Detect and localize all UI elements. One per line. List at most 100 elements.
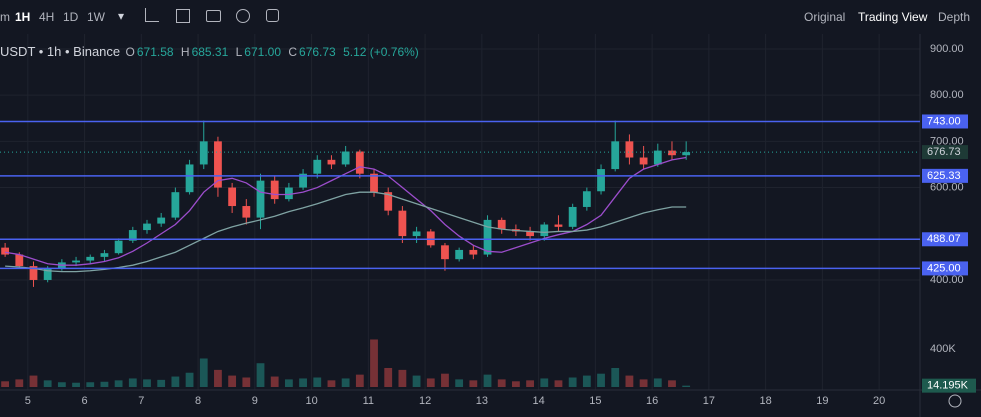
candle-body bbox=[540, 224, 549, 237]
value: 676.73 bbox=[299, 45, 336, 59]
moving-average bbox=[5, 191, 687, 273]
volume-bar bbox=[412, 375, 421, 387]
camera-icon[interactable] bbox=[206, 10, 221, 22]
x-tick-label: 5 bbox=[25, 395, 31, 407]
ohlc: O 671.58 bbox=[126, 45, 176, 59]
volume-bar bbox=[214, 369, 222, 387]
volume-bar bbox=[242, 377, 251, 387]
view-tab[interactable]: Trading View bbox=[858, 10, 928, 24]
candle-body bbox=[171, 192, 180, 218]
legend: USDT • 1h • Binance O 671.58 H 685.31 L 671… bbox=[0, 44, 421, 59]
candle-body bbox=[370, 173, 378, 193]
symbol: USDT • 1h • Binance bbox=[0, 44, 121, 59]
volume-bar bbox=[682, 385, 691, 387]
candle-body bbox=[327, 159, 336, 165]
candle-body bbox=[341, 151, 350, 165]
level-label: 625.33 bbox=[927, 170, 961, 182]
last-volume-label: 14.195K bbox=[927, 380, 969, 392]
candle-body bbox=[412, 231, 421, 237]
volume-bar bbox=[455, 379, 464, 387]
candle-body bbox=[625, 141, 634, 158]
change: 5.12 (+0.76%) bbox=[343, 45, 419, 59]
candle-body bbox=[100, 253, 109, 257]
volume-tick-label: 400K bbox=[930, 343, 956, 355]
volume-bar bbox=[540, 378, 549, 387]
volume-bar bbox=[57, 382, 66, 387]
level-label-box bbox=[922, 168, 968, 183]
level-label-box bbox=[922, 114, 968, 129]
candle-icon[interactable] bbox=[176, 9, 190, 23]
volume-bar bbox=[426, 378, 435, 387]
candle-body bbox=[270, 180, 279, 200]
value: 671.58 bbox=[136, 45, 174, 59]
candle-body bbox=[143, 223, 151, 231]
candle-body bbox=[554, 224, 563, 227]
candle-body bbox=[455, 249, 464, 260]
volume-bar bbox=[128, 378, 137, 387]
candle-body bbox=[497, 219, 506, 230]
volume-bar bbox=[228, 375, 237, 387]
volume-bar bbox=[299, 378, 307, 387]
level-label: 743.00 bbox=[927, 115, 961, 127]
x-tick-label: 7 bbox=[138, 395, 144, 407]
candle-body bbox=[29, 266, 38, 280]
candle-body bbox=[582, 191, 591, 207]
x-tick-label: 11 bbox=[363, 395, 374, 407]
timeframe[interactable]: m bbox=[0, 10, 10, 24]
volume-bar bbox=[597, 373, 605, 387]
candle-body bbox=[526, 231, 534, 237]
candle-body bbox=[128, 230, 137, 241]
volume-bar bbox=[554, 380, 563, 387]
settings-icon[interactable] bbox=[948, 394, 962, 408]
indicator-icon[interactable] bbox=[145, 8, 159, 22]
candle-body bbox=[384, 192, 393, 211]
value: 685.31 bbox=[191, 45, 229, 59]
candle-body bbox=[284, 187, 293, 200]
candle-body bbox=[653, 150, 662, 165]
timeframe[interactable]: 1W bbox=[87, 10, 105, 24]
timeframe[interactable]: 1D bbox=[63, 10, 79, 24]
volume-bar bbox=[668, 380, 676, 387]
x-tick-label: 15 bbox=[589, 395, 601, 407]
view-tab[interactable]: Original bbox=[804, 10, 846, 24]
key: L bbox=[235, 45, 243, 59]
y-tick-label: 900.00 bbox=[930, 43, 964, 55]
level-label: 425.00 bbox=[927, 262, 961, 274]
candle-body bbox=[313, 159, 322, 174]
settings-icon[interactable] bbox=[266, 9, 279, 22]
y-tick-label: 700.00 bbox=[930, 135, 964, 147]
level-label-box bbox=[922, 261, 968, 276]
timeframe[interactable]: 1H bbox=[15, 10, 31, 24]
volume-bar bbox=[497, 379, 506, 387]
candle-body bbox=[256, 180, 265, 218]
x-tick-label: 20 bbox=[873, 395, 885, 407]
candle-body bbox=[214, 141, 222, 188]
candle-body bbox=[43, 268, 52, 280]
candle-body bbox=[682, 152, 691, 156]
add-icon[interactable] bbox=[236, 9, 250, 23]
ohlc: C 676.73 bbox=[288, 45, 337, 59]
x-tick-label: 6 bbox=[82, 395, 88, 407]
x-tick-label: 8 bbox=[195, 395, 201, 407]
view-tab[interactable]: Depth bbox=[938, 10, 971, 24]
volume-bar bbox=[441, 373, 449, 387]
volume-bar bbox=[639, 379, 648, 387]
volume-bar bbox=[512, 381, 520, 387]
candle-body bbox=[86, 256, 95, 261]
x-tick-label: 16 bbox=[646, 395, 658, 407]
candle-body bbox=[668, 150, 676, 156]
last-price-box bbox=[922, 145, 968, 160]
dropdown-icon[interactable]: ▾ bbox=[118, 9, 125, 23]
volume-bar bbox=[157, 379, 166, 387]
volume-bar bbox=[29, 375, 38, 387]
timeframe[interactable]: 4H bbox=[39, 10, 55, 24]
volume-bar bbox=[370, 339, 378, 387]
y-tick-label: 600.00 bbox=[930, 181, 964, 193]
candle-body bbox=[157, 217, 166, 224]
candle-body bbox=[483, 219, 492, 255]
level-label-box bbox=[922, 232, 968, 247]
volume-bar bbox=[171, 376, 180, 387]
volume-bar bbox=[270, 376, 279, 387]
candle-body bbox=[72, 260, 80, 263]
last-volume-box bbox=[922, 378, 976, 393]
